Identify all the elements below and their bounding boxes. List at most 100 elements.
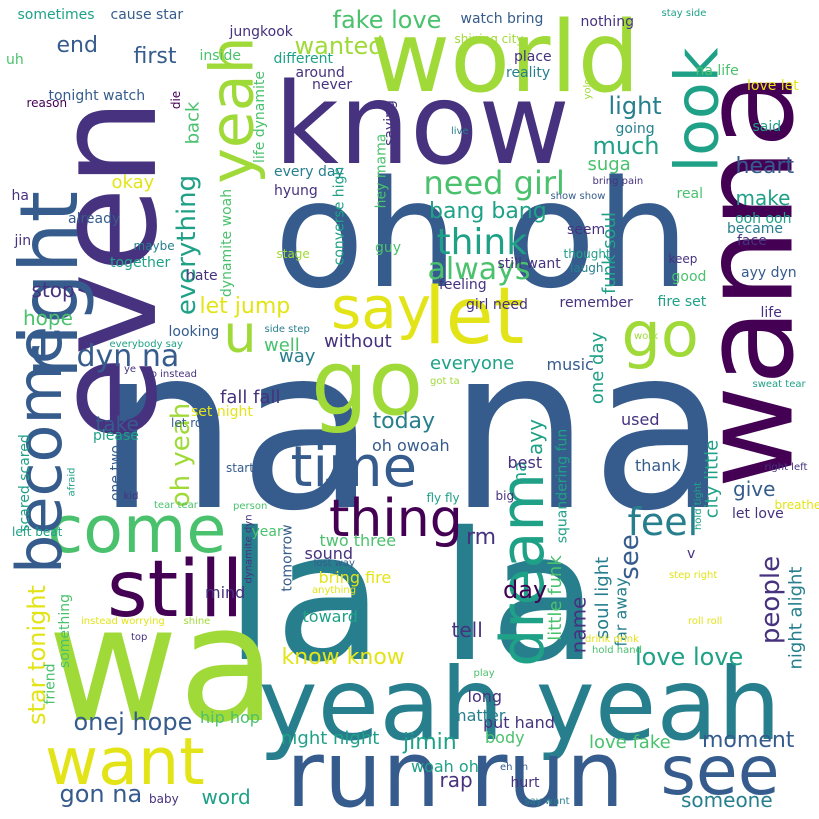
cloud-word: make: [735, 186, 791, 210]
cloud-word: feeling: [439, 277, 487, 293]
cloud-word: good: [671, 269, 707, 285]
cloud-word: go instead: [144, 369, 198, 380]
cloud-word: way: [279, 346, 316, 367]
cloud-word: smile: [325, 476, 353, 487]
cloud-word: different: [273, 51, 333, 67]
cloud-word: la la: [225, 494, 599, 701]
cloud-word: yolo yolo: [582, 54, 594, 100]
cloud-word: never: [312, 77, 353, 93]
cloud-word: already: [68, 211, 121, 227]
cloud-word: ye: [124, 364, 137, 375]
cloud-word: year: [251, 524, 283, 540]
cloud-word: inside: [199, 48, 241, 64]
cloud-word: stop: [31, 278, 75, 302]
cloud-word: hyung: [274, 183, 318, 199]
cloud-word: life dynamite: [252, 70, 269, 164]
cloud-word: uh: [6, 52, 24, 68]
cloud-word: light: [608, 92, 662, 120]
cloud-word: thing: [329, 489, 463, 549]
cloud-word: said: [752, 119, 782, 135]
cloud-word: always: [427, 252, 531, 287]
cloud-word: rm: [466, 525, 497, 550]
cloud-word: lost way: [313, 558, 355, 569]
cloud-word: squandering fun: [553, 428, 570, 544]
cloud-word: u: [223, 305, 257, 365]
cloud-word: play: [473, 668, 495, 679]
cloud-word: feel: [627, 500, 699, 544]
cloud-word: people: [756, 555, 787, 645]
cloud-word: ayy dyn: [741, 265, 797, 281]
cloud-word: thought: [563, 247, 611, 261]
cloud-word: ooh ooh: [735, 211, 792, 227]
cloud-word: put hand: [483, 713, 555, 732]
cloud-word: love love: [635, 643, 744, 671]
cloud-word: hip hop: [200, 708, 260, 727]
cloud-word: person: [233, 501, 268, 512]
cloud-word: fake love: [332, 6, 442, 34]
cloud-word: say: [331, 274, 432, 342]
cloud-word: step right: [669, 570, 718, 581]
cloud-word: say want: [524, 796, 570, 807]
cloud-word: oh oh: [274, 149, 690, 321]
cloud-word: heart: [735, 154, 795, 179]
cloud-word: nothing: [580, 14, 634, 30]
cloud-word: keep: [668, 252, 698, 266]
cloud-word: around: [295, 65, 345, 81]
cloud-word: run run: [286, 721, 625, 819]
cloud-word: going: [615, 121, 655, 137]
cloud-word: rap: [439, 768, 473, 792]
cloud-word: na na: [96, 298, 729, 561]
cloud-word: guy: [375, 240, 402, 256]
cloud-word: seem: [567, 222, 606, 238]
cloud-word: love fake: [589, 732, 671, 753]
cloud-word: afraid: [66, 467, 78, 497]
cloud-word: toward: [302, 607, 358, 626]
cloud-word: laugh: [570, 261, 604, 275]
cloud-word: work: [634, 331, 659, 342]
cloud-word: oh owoah: [372, 436, 450, 455]
cloud-word: yeah yeah: [258, 646, 782, 763]
cloud-word: sound: [304, 544, 354, 563]
cloud-word: jungkook: [229, 24, 293, 40]
cloud-word: bang bang: [429, 199, 547, 224]
cloud-word: let love: [732, 506, 784, 522]
cloud-word: time: [290, 435, 418, 500]
cloud-word: eh oh: [500, 762, 529, 773]
cloud-word: know: [274, 60, 570, 190]
cloud-word: shine: [183, 616, 211, 627]
cloud-word: much: [592, 132, 660, 160]
cloud-word: v: [687, 546, 696, 562]
cloud-word: well: [264, 335, 300, 356]
cloud-word: remember: [559, 295, 633, 311]
cloud-word: okay: [111, 172, 155, 193]
cloud-word: watch bring: [460, 11, 544, 27]
cloud-word: need girl: [423, 164, 565, 202]
cloud-word: dynamite dyn: [243, 514, 255, 584]
cloud-word: want: [45, 724, 205, 800]
cloud-word: everything: [172, 174, 203, 316]
cloud-word: show show: [550, 191, 606, 202]
cloud-word: right left: [764, 462, 808, 473]
cloud-word: suga: [587, 154, 631, 175]
cloud-word: come: [47, 492, 227, 568]
cloud-word: take: [95, 412, 139, 436]
cloud-word: top: [131, 632, 148, 643]
cloud-word: city little: [700, 439, 722, 519]
cloud-word: cause star: [110, 7, 184, 23]
cloud-word: tonight watch: [48, 88, 146, 104]
cloud-word: woah oh: [411, 757, 479, 776]
cloud-word: end: [56, 33, 98, 58]
cloud-word: night night: [281, 728, 380, 749]
cloud-word: moment: [702, 728, 795, 753]
cloud-word: instead worrying: [81, 616, 165, 627]
cloud-word: wanted: [294, 32, 384, 60]
cloud-word: love let: [747, 78, 799, 94]
cloud-word: let roll: [171, 416, 209, 430]
cloud-word: everyone: [430, 353, 515, 374]
cloud-word: sweat tear: [752, 379, 806, 390]
cloud-word: live: [451, 126, 469, 137]
cloud-word: kid: [123, 491, 139, 502]
cloud-word: first: [133, 44, 177, 69]
cloud-word: still: [107, 545, 244, 635]
cloud-word: wa: [47, 571, 277, 758]
